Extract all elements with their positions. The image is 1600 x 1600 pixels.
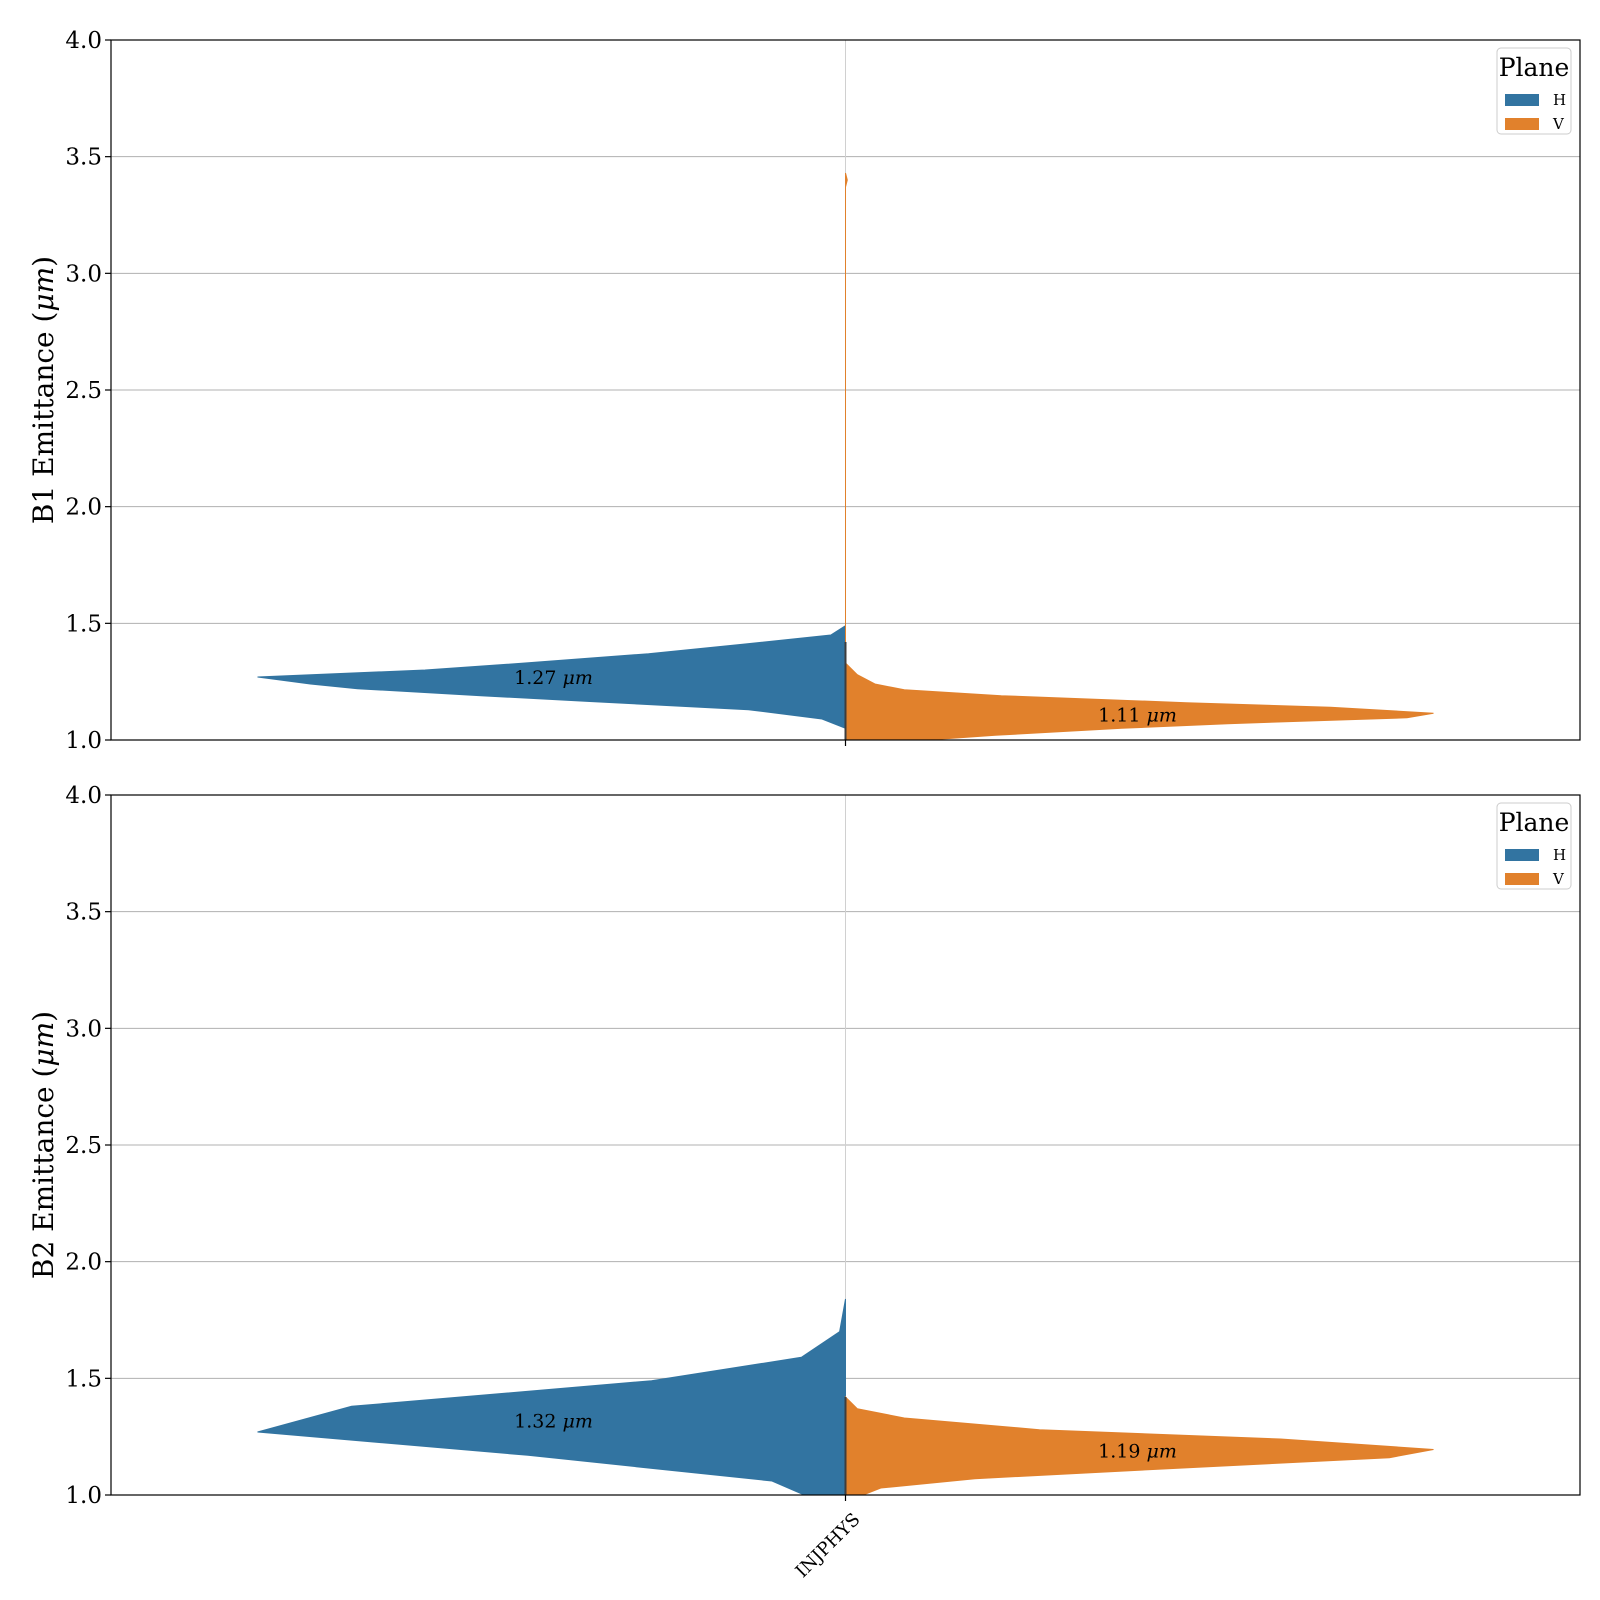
legend-swatch-h bbox=[1505, 849, 1539, 861]
y-tick-label: 3.0 bbox=[65, 261, 102, 287]
y-tick-label: 2.5 bbox=[65, 378, 102, 404]
legend-box bbox=[1496, 802, 1572, 890]
violin-v bbox=[845, 1395, 1434, 1496]
legend-swatch-h bbox=[1505, 94, 1539, 106]
y-tick-label: 3.0 bbox=[65, 1016, 102, 1042]
annotation-value: 1.11 bbox=[1098, 704, 1140, 726]
y-axis-label-unit: μm bbox=[27, 267, 60, 312]
y-tick-label: 1.0 bbox=[65, 728, 102, 754]
panel-b1: 1.27 μm1.11 μm1.01.52.02.53.03.54.0B1 Em… bbox=[27, 28, 1581, 754]
y-tick-label: 1.5 bbox=[65, 1366, 102, 1392]
y-tick-label: 3.5 bbox=[65, 900, 102, 926]
legend-title: Plane bbox=[1499, 808, 1570, 837]
annotation-v: 1.19 μm bbox=[1098, 1441, 1177, 1463]
legend-entry-h: H bbox=[1553, 846, 1566, 864]
y-tick-label: 4.0 bbox=[65, 28, 102, 54]
legend-title: Plane bbox=[1499, 53, 1570, 82]
y-tick-label: 1.0 bbox=[65, 1483, 102, 1509]
y-tick-label: 4.0 bbox=[65, 783, 102, 809]
annotation-unit: μm bbox=[1146, 1441, 1176, 1463]
y-tick-label: 1.5 bbox=[65, 611, 102, 637]
violin-h bbox=[257, 1298, 846, 1496]
x-tick-label: INJPHYS bbox=[792, 1509, 865, 1582]
y-tick-label: 2.5 bbox=[65, 1133, 102, 1159]
violin-v bbox=[845, 172, 1434, 741]
annotation-v: 1.11 μm bbox=[1098, 704, 1177, 726]
annotation-value: 1.27 bbox=[514, 667, 556, 689]
legend-entry-v: V bbox=[1552, 115, 1565, 133]
annotation-value: 1.32 bbox=[514, 1410, 556, 1432]
annotation-unit: μm bbox=[562, 1410, 592, 1432]
annotation-value: 1.19 bbox=[1098, 1441, 1140, 1463]
violin-h bbox=[257, 625, 846, 729]
y-tick-label: 2.0 bbox=[65, 495, 102, 521]
y-axis-label: B1 Emittance (μm) bbox=[27, 256, 60, 524]
y-axis-label-text: B1 Emittance ( bbox=[27, 312, 60, 525]
legend-entry-h: H bbox=[1553, 91, 1566, 109]
y-axis-label-text: B2 Emittance ( bbox=[27, 1067, 60, 1280]
y-tick-label: 2.0 bbox=[65, 1250, 102, 1276]
legend-box bbox=[1496, 47, 1572, 135]
legend-swatch-v bbox=[1505, 118, 1539, 130]
panel-b2: 1.32 μm1.19 μm1.01.52.02.53.03.54.0INJPH… bbox=[27, 783, 1581, 1582]
y-axis-label-close: ) bbox=[27, 256, 60, 267]
y-axis-label-unit: μm bbox=[27, 1022, 60, 1067]
annotation-h: 1.27 μm bbox=[514, 667, 593, 689]
annotation-unit: μm bbox=[562, 667, 592, 689]
y-axis-label: B2 Emittance (μm) bbox=[27, 1011, 60, 1279]
y-tick-label: 3.5 bbox=[65, 145, 102, 171]
legend-entry-v: V bbox=[1552, 870, 1565, 888]
y-axis-label-close: ) bbox=[27, 1011, 60, 1022]
annotation-unit: μm bbox=[1146, 704, 1176, 726]
annotation-h: 1.32 μm bbox=[514, 1410, 593, 1432]
legend-swatch-v bbox=[1505, 873, 1539, 885]
